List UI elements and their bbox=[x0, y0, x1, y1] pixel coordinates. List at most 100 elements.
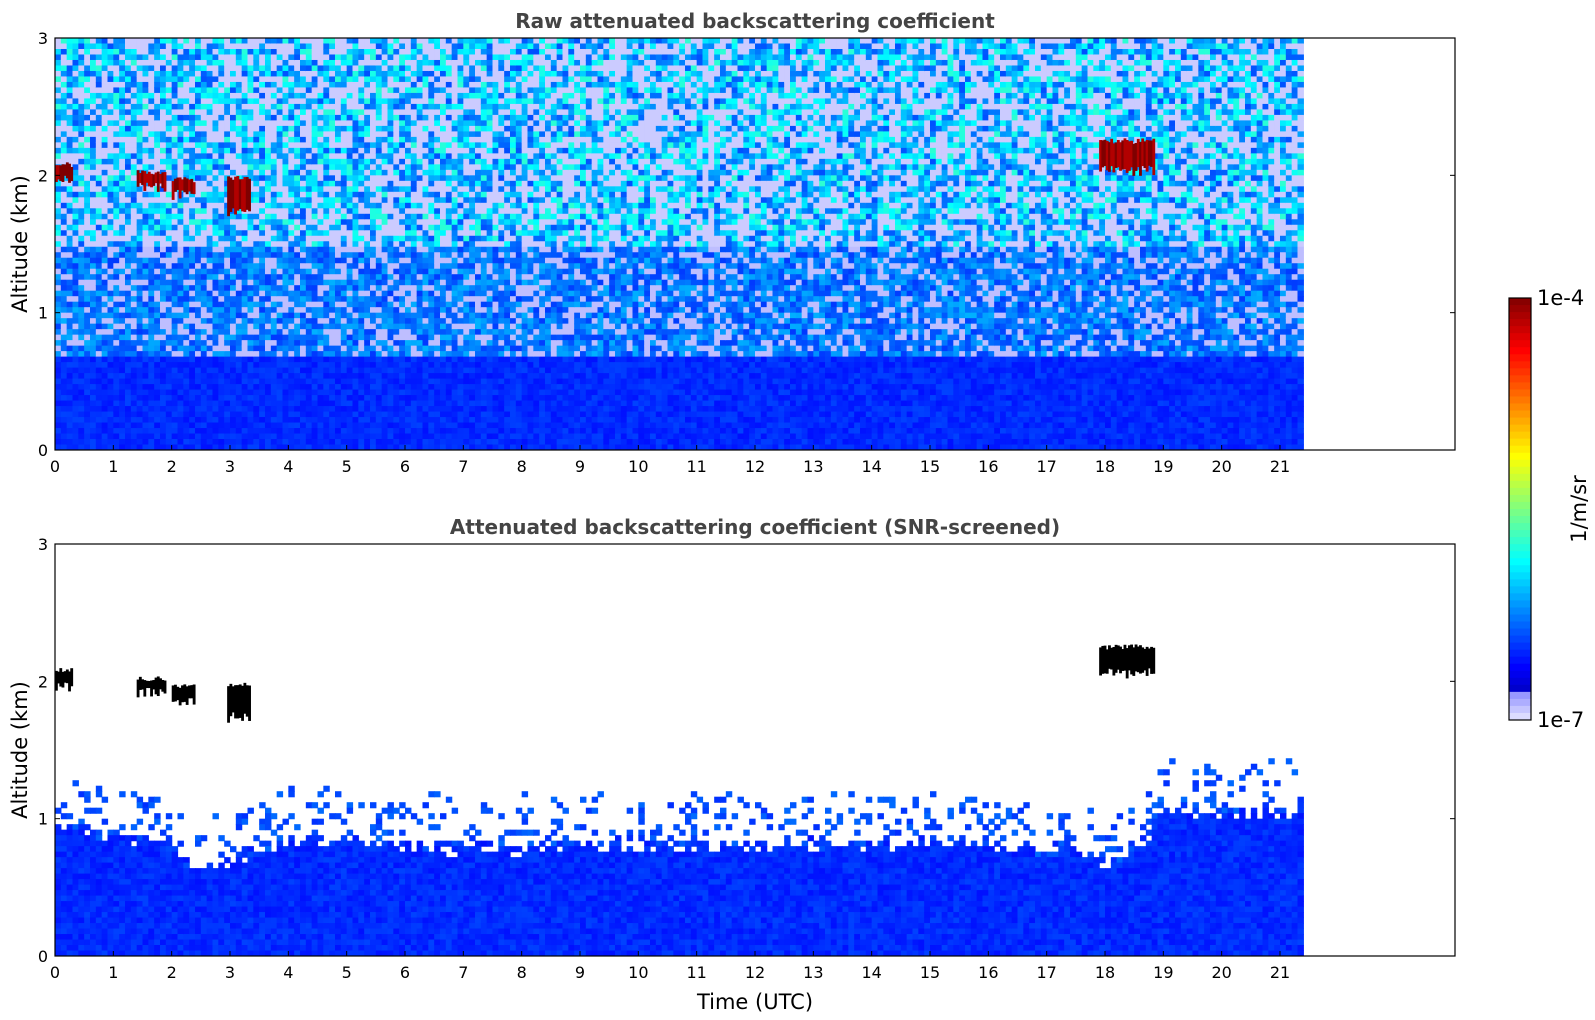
colorbar-band bbox=[1509, 551, 1531, 559]
y-tick-label: 2 bbox=[38, 672, 48, 691]
x-tick-label: 16 bbox=[978, 963, 998, 982]
colorbar-band bbox=[1509, 368, 1531, 376]
cloud-layer-5 bbox=[1099, 644, 1156, 679]
x-tick-label: 10 bbox=[628, 457, 648, 476]
colorbar-band bbox=[1509, 375, 1531, 383]
colorbar-frame bbox=[1508, 297, 1532, 721]
x-tick-label: 9 bbox=[575, 457, 585, 476]
colorbar-band bbox=[1509, 305, 1531, 313]
colorbar-band bbox=[1509, 607, 1531, 615]
y-tick-label: 1 bbox=[38, 810, 48, 829]
y-tick-label: 3 bbox=[38, 535, 48, 554]
colorbar-band bbox=[1509, 663, 1531, 672]
colorbar-band bbox=[1509, 298, 1531, 306]
colorbar-band bbox=[1509, 635, 1531, 644]
colorbar-band bbox=[1509, 712, 1531, 721]
top-panel-y-axis: 0 1 2 3 bbox=[38, 29, 1455, 460]
cloud-layer-1 bbox=[55, 162, 74, 183]
colorbar-band bbox=[1509, 621, 1531, 630]
colorbar-band bbox=[1509, 389, 1531, 397]
x-tick-label: 3 bbox=[225, 457, 235, 476]
colorbar-band bbox=[1509, 396, 1531, 404]
bottom-panel-y-label: Altitude (km) bbox=[8, 681, 32, 819]
cloud-layer-4 bbox=[227, 175, 251, 217]
colorbar-band bbox=[1509, 628, 1531, 637]
colorbar-band bbox=[1509, 487, 1531, 496]
colorbar-band bbox=[1509, 642, 1531, 651]
bottom-panel-x-axis: 0 1 2 3 4 5 6 7 8 9 10 11 12 13 14 15 16 17 18 19 20 21 bbox=[50, 951, 1290, 982]
colorbar-band bbox=[1509, 523, 1531, 531]
colorbar-band bbox=[1509, 319, 1531, 327]
y-tick-label: 2 bbox=[38, 166, 48, 185]
x-tick-label: 4 bbox=[283, 457, 293, 476]
top-panel-title: Raw attenuated backscattering coefficien… bbox=[515, 9, 995, 33]
colorbar-band bbox=[1509, 466, 1531, 475]
x-tick-label: 15 bbox=[920, 457, 940, 476]
x-tick-label: 20 bbox=[1211, 457, 1231, 476]
x-tick-label: 17 bbox=[1036, 963, 1056, 982]
x-tick-label: 2 bbox=[167, 457, 177, 476]
colorbar-band bbox=[1509, 473, 1531, 482]
colorbar-band bbox=[1509, 572, 1531, 580]
x-tick-label: 5 bbox=[342, 963, 352, 982]
x-tick-label: 1 bbox=[108, 457, 118, 476]
colorbar-band bbox=[1509, 501, 1531, 510]
cloud-layer-2 bbox=[136, 676, 167, 698]
x-tick-label: 11 bbox=[686, 457, 706, 476]
x-tick-label: 18 bbox=[1095, 963, 1115, 982]
colorbar-band bbox=[1509, 537, 1531, 545]
colorbar-band bbox=[1509, 340, 1531, 348]
x-tick-label: 8 bbox=[517, 963, 527, 982]
x-tick-label: 11 bbox=[686, 963, 706, 982]
colorbar-band bbox=[1509, 333, 1531, 341]
x-tick-label: 7 bbox=[458, 963, 468, 982]
colorbar-band bbox=[1509, 480, 1531, 489]
bottom-panel-heatmap bbox=[55, 644, 1304, 956]
colorbar-band bbox=[1509, 649, 1531, 658]
x-tick-label: 4 bbox=[283, 963, 293, 982]
bottom-panel-y-axis: 0 1 2 3 bbox=[38, 535, 1455, 966]
y-tick-label: 0 bbox=[38, 947, 48, 966]
colorbar-band bbox=[1509, 677, 1531, 686]
colorbar-band bbox=[1509, 698, 1531, 707]
top-panel: Raw attenuated backscattering coefficien… bbox=[8, 9, 1456, 476]
colorbar-band bbox=[1509, 670, 1531, 679]
x-tick-label: 0 bbox=[50, 963, 60, 982]
cloud-layer-2 bbox=[136, 170, 167, 192]
colorbar-band bbox=[1509, 424, 1531, 433]
colorbar-band bbox=[1509, 438, 1531, 447]
colorbar-band bbox=[1509, 691, 1531, 700]
x-tick-label: 1 bbox=[108, 963, 118, 982]
colorbar-band bbox=[1509, 684, 1531, 693]
colorbar-unit-label: 1/m/sr bbox=[1567, 475, 1591, 543]
colorbar-band bbox=[1509, 509, 1531, 517]
x-tick-label: 12 bbox=[745, 963, 765, 982]
top-panel-y-label: Altitude (km) bbox=[8, 175, 32, 313]
colorbar-band bbox=[1509, 403, 1531, 412]
x-tick-label: 19 bbox=[1153, 457, 1173, 476]
x-tick-label: 18 bbox=[1095, 457, 1115, 476]
cloud-layer-1 bbox=[55, 668, 74, 692]
colorbar-band bbox=[1509, 354, 1531, 362]
x-tick-label: 0 bbox=[50, 457, 60, 476]
x-tick-label: 5 bbox=[342, 457, 352, 476]
colorbar-band bbox=[1509, 593, 1531, 601]
colorbar-band bbox=[1509, 382, 1531, 390]
colorbar-band bbox=[1509, 452, 1531, 461]
x-tick-label: 7 bbox=[458, 457, 468, 476]
cloud-layer-3 bbox=[171, 177, 196, 200]
x-tick-label: 12 bbox=[745, 457, 765, 476]
colorbar-band bbox=[1509, 586, 1531, 594]
x-tick-label: 3 bbox=[225, 963, 235, 982]
cloud-layer-5 bbox=[1099, 138, 1156, 176]
x-tick-label: 16 bbox=[978, 457, 998, 476]
colorbar-band bbox=[1509, 312, 1531, 320]
cloud-layer-3 bbox=[171, 684, 196, 706]
bottom-panel: Attenuated backscattering coefficient (S… bbox=[8, 515, 1456, 1014]
x-tick-label: 15 bbox=[920, 963, 940, 982]
x-tick-label: 8 bbox=[517, 457, 527, 476]
x-tick-label: 6 bbox=[400, 963, 410, 982]
colorbar-band bbox=[1509, 705, 1531, 714]
x-tick-label: 13 bbox=[803, 963, 823, 982]
